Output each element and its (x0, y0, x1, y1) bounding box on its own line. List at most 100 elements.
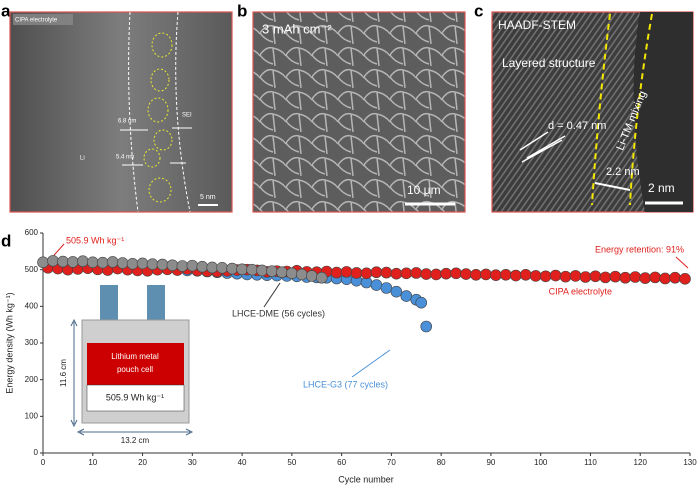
y-tick-label: 600 (25, 228, 39, 237)
point (330, 266, 343, 279)
panel-d: d Cycle number Energy density (Wh kg⁻¹) … (1, 228, 697, 484)
point (57, 255, 69, 268)
point (370, 279, 383, 291)
surface (633, 12, 693, 212)
inset-photo: Lithium metal pouch cell 505.9 Wh kg⁻¹ 1… (59, 285, 194, 445)
annotation: 505.9 Wh kg⁻¹ (66, 235, 124, 245)
point (639, 272, 652, 284)
point (340, 266, 353, 278)
point (286, 267, 298, 280)
point (390, 285, 403, 298)
point (136, 257, 149, 270)
point (679, 273, 691, 285)
point (490, 269, 502, 281)
point (569, 270, 582, 282)
point (480, 268, 492, 281)
series-label: CIPA electrolyte (549, 286, 612, 296)
point (410, 267, 423, 279)
point (196, 260, 209, 273)
width-arrow (594, 182, 631, 191)
point (236, 263, 248, 276)
point (609, 270, 622, 283)
y-axis-label: Energy density (Wh kg⁻¹) (4, 292, 14, 393)
point (186, 259, 199, 272)
point (276, 266, 288, 279)
panel-c: c HAADF-STEM Layered structure d = 0.47 … (474, 1, 694, 213)
y-tick-label: 100 (25, 411, 39, 420)
tab (100, 285, 118, 330)
boundary (128, 11, 191, 213)
width-arrow (76, 428, 194, 436)
width-label: 13.2 cm (121, 436, 150, 445)
sei-grains (143, 32, 173, 203)
point (529, 270, 542, 282)
point (669, 271, 681, 284)
spacing-lines (519, 131, 566, 163)
point (350, 267, 363, 279)
point (176, 260, 189, 272)
x-tick-label: 90 (486, 458, 495, 467)
x-tick-label: 10 (88, 458, 97, 467)
point (156, 258, 169, 271)
point (460, 268, 472, 280)
annotation-arrow (351, 349, 391, 378)
point (519, 268, 532, 281)
x-tick-label: 50 (287, 458, 296, 467)
label-white (86, 384, 185, 412)
point (450, 267, 462, 280)
data-marks (37, 255, 691, 333)
panel-letter: b (237, 1, 247, 20)
point (420, 268, 433, 280)
point (549, 269, 562, 282)
point (77, 255, 89, 268)
point (415, 296, 428, 309)
x-tick-label: 70 (387, 458, 396, 467)
point (305, 270, 318, 282)
point (589, 270, 602, 283)
x-tick-label: 80 (437, 458, 446, 467)
y-tick-label: 300 (25, 338, 39, 347)
panel-letter: c (474, 1, 483, 20)
point (599, 271, 612, 284)
x-tick-label: 60 (337, 458, 346, 467)
sem-image (252, 11, 466, 213)
scale-label: 2 nm (648, 181, 675, 195)
point (430, 268, 442, 281)
point (315, 271, 328, 284)
point (166, 259, 179, 272)
tem-image (9, 11, 233, 213)
panel-letter: a (1, 1, 11, 20)
point (500, 268, 512, 281)
point (256, 264, 268, 277)
x-tick-label: 30 (188, 458, 197, 467)
point (510, 269, 522, 282)
point (380, 266, 393, 279)
point (390, 267, 403, 280)
point (360, 267, 373, 280)
x-tick-label: 40 (238, 458, 247, 467)
x-tick-label: 0 (41, 458, 46, 467)
tag: CIPA electrolyte (15, 18, 58, 24)
li-label: Li (80, 156, 85, 162)
point (266, 265, 278, 277)
point (370, 266, 383, 279)
panel-b: b 3 mAh cm⁻² 10 μm (237, 1, 466, 213)
point (216, 262, 228, 274)
point (106, 256, 119, 268)
y-tick-label: 0 (34, 448, 39, 457)
point (146, 258, 159, 270)
point (539, 270, 552, 283)
point (659, 272, 671, 285)
point (226, 262, 238, 275)
point (96, 256, 109, 269)
scale-label: 5 nm (200, 194, 216, 201)
point (295, 268, 308, 281)
point (559, 270, 572, 283)
point (206, 261, 219, 274)
point (380, 282, 393, 294)
series-label: LHCE-G3 (77 cycles) (303, 379, 388, 389)
point (47, 255, 59, 267)
annotation-arrow (263, 282, 281, 308)
panel-letter: d (1, 231, 11, 250)
